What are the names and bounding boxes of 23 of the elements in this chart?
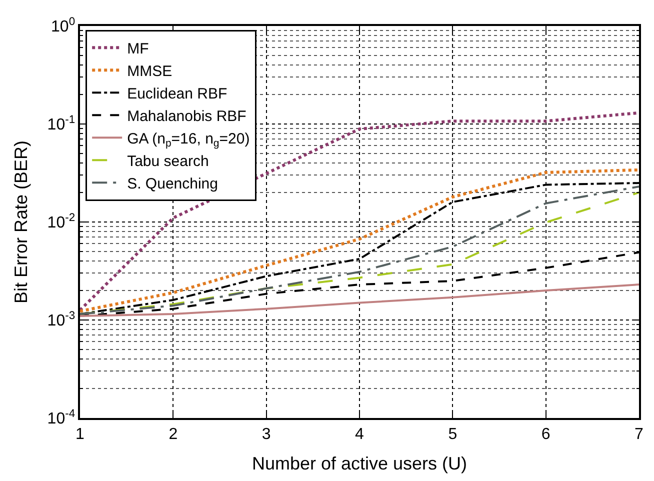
legend-label: Euclidean RBF	[127, 86, 228, 103]
legend-label: GA (n$_{p}$=16, n$_{g}$=20)	[127, 130, 250, 150]
line-series	[80, 284, 639, 317]
x-axis-title: Number of active users (U)	[252, 454, 468, 474]
legend-label: MMSE	[127, 63, 172, 80]
y-tick-label: 10$^{-2}$	[47, 212, 76, 232]
x-tick-label: 6	[541, 426, 550, 443]
y-axis-title: Bit Error Rate (BER)	[11, 140, 31, 304]
y-tick-label: 10$^{-3}$	[47, 310, 76, 330]
x-tick-label: 4	[355, 426, 364, 443]
x-tick-label: 5	[448, 426, 458, 443]
legend-label: Mahalanobis RBF	[127, 108, 246, 126]
y-tick-label: 10$^{-4}$	[47, 408, 76, 428]
x-tick-label: 2	[168, 426, 178, 443]
legend-label: Tabu search	[127, 153, 209, 170]
x-tick-label: 7	[634, 426, 644, 443]
x-tick-label: 1	[76, 426, 85, 443]
y-tick-label: 10$^{0}$	[51, 16, 76, 36]
line-series	[80, 111, 639, 312]
x-tick-label: 3	[262, 426, 271, 443]
y-tick-label: 10$^{-1}$	[47, 114, 76, 134]
legend-label: S. Quenching	[127, 176, 218, 193]
legend-label: MF	[127, 40, 149, 58]
